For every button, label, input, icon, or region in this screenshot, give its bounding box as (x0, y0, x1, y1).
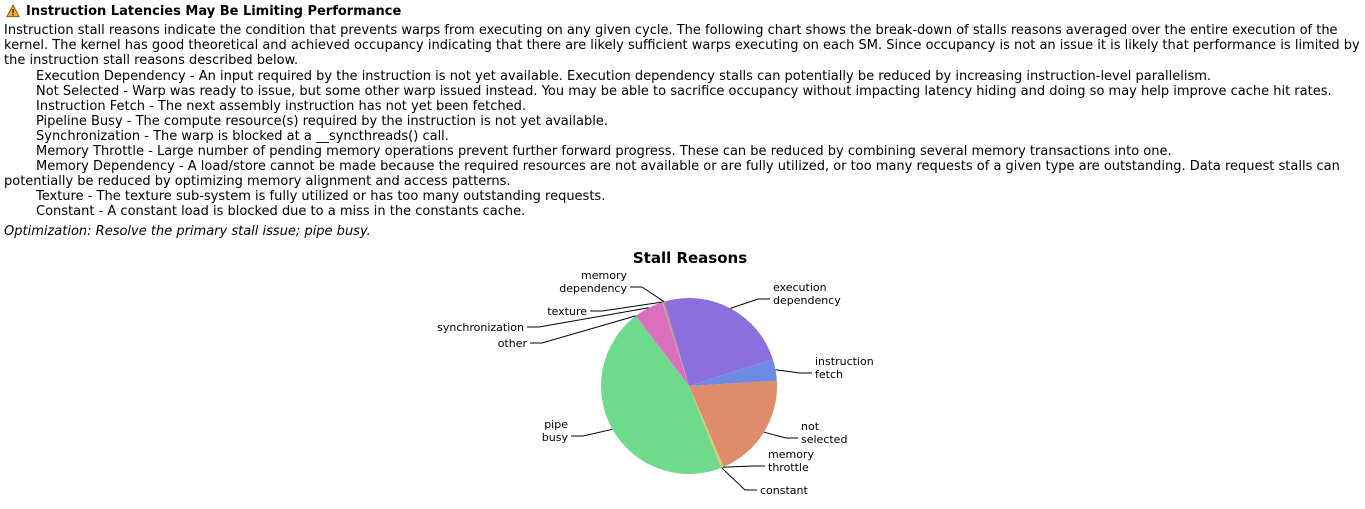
pie-label-synchronization: synchronization (437, 321, 524, 334)
leader-line-memory-throttle (722, 465, 765, 468)
leader-line-other (530, 315, 636, 344)
pie-label-not-selected: not selected (801, 420, 847, 446)
pie-slice-instruction-fetch (689, 359, 777, 386)
stall-reason-list: Execution Dependency - An input required… (4, 69, 1362, 219)
pie-label-instruction-fetch: instruction fetch (815, 355, 874, 381)
chart-title: Stall Reasons (633, 249, 747, 267)
pie-slice-synchronization (636, 302, 689, 386)
optimization-note: Optimization: Resolve the primary stall … (4, 224, 371, 239)
pie-labels: execution dependency instruction fetch not se… (437, 269, 874, 497)
pie-label-other: other (498, 337, 528, 350)
leader-line-not-selected (763, 431, 798, 439)
warning-icon (6, 4, 20, 18)
pie-slice-pipe-busy (601, 316, 722, 474)
intro-paragraph: Instruction stall reasons indicate the c… (4, 23, 1360, 68)
reason-constant: Constant - A constant load is blocked du… (36, 204, 526, 219)
pie-label-pipe-busy: pipe busy (542, 418, 569, 444)
reason-memory-dependency: Memory Dependency - A load/store cannot … (4, 159, 1340, 189)
leader-line-memory-dependency (630, 286, 665, 303)
pie-slice-memory-dependency (663, 301, 689, 386)
section-header: Instruction Latencies May Be Limiting Pe… (6, 2, 401, 20)
reason-instruction-fetch: Instruction Fetch - The next assembly in… (36, 99, 527, 114)
leader-line-execution-dependency (730, 298, 770, 309)
pie-slice-execution-dependency (664, 297, 773, 386)
pie-slice-constant (689, 386, 723, 468)
leader-line-texture (590, 301, 663, 312)
reason-execution-dependency: Execution Dependency - An input required… (36, 69, 1212, 84)
pie-label-memory-dependency: memory dependency (559, 269, 627, 295)
section-title: Instruction Latencies May Be Limiting Pe… (26, 3, 402, 19)
reason-texture: Texture - The texture sub-system is full… (36, 189, 606, 204)
leader-line-pipe-busy (571, 428, 613, 437)
pie-label-memory-throttle: memory throttle (768, 448, 814, 474)
reason-memory-throttle: Memory Throttle - Large number of pendin… (36, 144, 1172, 159)
reason-not-selected: Not Selected - Warp was ready to issue, … (36, 84, 1332, 99)
pie-label-execution-dependency: execution dependency (773, 281, 841, 307)
reason-synchronization: Synchronization - The warp is blocked at… (36, 129, 449, 144)
leader-line-synchronization (527, 307, 649, 328)
pie-slice-not-selected (689, 380, 778, 467)
leader-line-instruction-fetch (775, 369, 812, 374)
stall-reasons-pie-chart: Stall Reasons execution dependency instruc… (437, 249, 874, 497)
reason-pipeline-busy: Pipeline Busy - The compute resource(s) … (36, 114, 608, 129)
pie-slice-memory-throttle (689, 386, 724, 468)
pie-slice-texture (662, 301, 689, 386)
pie-slice-other (635, 315, 689, 386)
pie-label-constant: constant (760, 484, 809, 497)
pie-slices (601, 297, 778, 474)
leader-line-constant (721, 467, 757, 491)
pie-label-texture: texture (547, 305, 587, 318)
